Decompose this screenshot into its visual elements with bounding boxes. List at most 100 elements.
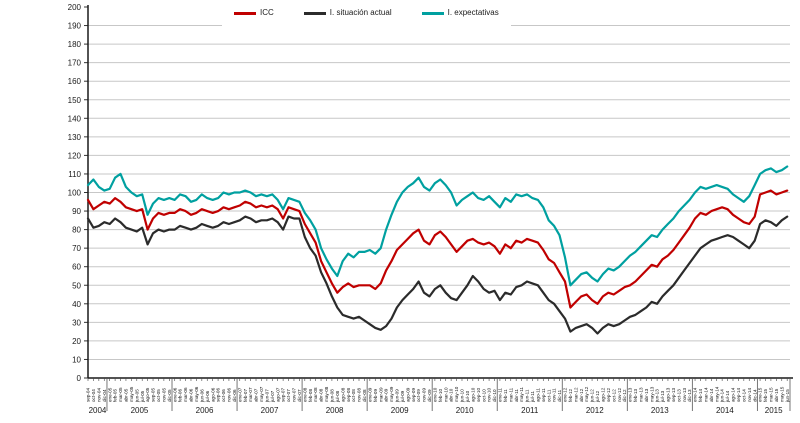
x-month-label: ene-14 (693, 387, 698, 402)
x-month-label: abr-08 (319, 388, 324, 402)
x-month-label: dic-12 (622, 389, 627, 402)
x-month-label: feb-13 (633, 389, 638, 402)
x-month-label: feb-05 (113, 389, 118, 402)
y-tick-label: 60 (72, 263, 81, 272)
year-label: 2011 (521, 406, 539, 415)
x-month-label: jun-08 (330, 389, 335, 403)
x-month-label: feb-11 (503, 389, 508, 402)
x-month-label: dic-10 (492, 389, 497, 402)
x-month-label: may-15 (779, 386, 784, 402)
x-month-label: jul-10 (465, 390, 470, 403)
x-month-label: jun-13 (655, 389, 660, 403)
x-month-label: ago-05 (145, 387, 150, 402)
y-tick-label: 110 (68, 170, 81, 179)
x-month-label: feb-08 (308, 389, 313, 402)
x-month-label: nov-10 (487, 388, 492, 402)
x-month-label: mar-08 (313, 387, 318, 402)
x-month-label: oct-05 (156, 389, 161, 402)
x-month-label: ago-08 (340, 387, 345, 402)
x-month-label: sep-06 (216, 388, 221, 402)
x-month-label: ene-07 (237, 387, 242, 402)
x-month-label: oct-13 (676, 389, 681, 402)
year-label: 2015 (765, 406, 783, 415)
series-line-situacion-actual (86, 215, 789, 335)
x-month-label: sep-04 (86, 388, 91, 402)
x-month-label: mar-10 (443, 387, 448, 402)
year-label: 2004 (89, 406, 107, 415)
x-month-label: ago-09 (405, 387, 410, 402)
x-month-label: nov-14 (747, 388, 752, 402)
legend-item-icc: ICC (234, 8, 274, 18)
y-tick-label: 130 (68, 133, 82, 142)
x-month-label: oct-04 (91, 389, 96, 402)
x-month-label: ago-11 (535, 388, 540, 402)
x-month-label: mar-05 (118, 387, 123, 402)
y-tick-label: 160 (68, 77, 82, 86)
x-month-label: jul-08 (335, 390, 340, 403)
y-tick-label: 100 (68, 189, 82, 198)
x-month-label: feb-14 (698, 389, 703, 402)
y-tick-label: 50 (72, 281, 81, 290)
x-month-label: oct-09 (416, 389, 421, 402)
x-month-label: nov-11 (552, 388, 557, 402)
x-month-label: jul-11 (530, 391, 535, 403)
x-month-label: ene-13 (628, 387, 633, 402)
x-month-label: sep-09 (411, 388, 416, 402)
x-month-label: abr-07 (254, 388, 259, 402)
x-month-label: may-05 (129, 386, 134, 402)
x-month-label: nov-04 (96, 388, 101, 402)
x-month-label: jun-05 (134, 389, 139, 403)
series-line-icc (86, 189, 789, 309)
y-tick-label: 30 (72, 318, 81, 327)
line-swatch-icc (234, 11, 256, 15)
x-month-label: mar-07 (248, 387, 253, 402)
x-month-label: may-12 (584, 386, 589, 402)
x-month-label: jul-06 (205, 390, 210, 403)
x-month-label: may-08 (324, 386, 329, 402)
y-tick-label: 140 (68, 114, 82, 123)
y-tick-label: 20 (72, 337, 81, 346)
x-month-label: may-10 (454, 386, 459, 402)
legend-label-icc: ICC (260, 8, 274, 17)
x-month-label: oct-08 (351, 389, 356, 402)
y-tick-label: 10 (72, 355, 81, 364)
x-month-label: feb-12 (568, 389, 573, 402)
x-month-label: dic-04 (102, 389, 107, 402)
x-month-label: jun-14 (720, 389, 725, 403)
x-month-label: ago-12 (601, 387, 606, 402)
x-month-label: jun-12 (590, 389, 595, 403)
x-month-label: sep-10 (476, 388, 481, 402)
x-month-label: nov-07 (292, 388, 297, 402)
x-month-label: nov-09 (422, 388, 427, 402)
y-tick-label: 200 (68, 3, 82, 12)
x-month-label: nov-06 (227, 388, 232, 402)
x-month-label: feb-07 (243, 389, 248, 402)
x-month-label: dic-09 (427, 389, 432, 402)
year-label: 2006 (196, 406, 214, 415)
x-month-label: abr-10 (449, 388, 454, 402)
x-month-label: sep-14 (736, 388, 741, 402)
x-month-label: ago-14 (731, 387, 736, 402)
x-month-label: nov-08 (357, 388, 362, 402)
x-month-label: may-07 (259, 386, 264, 402)
legend-item-situacion-actual: I. situación actual (303, 8, 392, 18)
y-tick-label: 170 (68, 59, 82, 68)
x-month-label: abr-05 (124, 388, 129, 402)
x-month-label: abr-15 (774, 388, 779, 402)
x-month-label: may-14 (714, 386, 719, 402)
x-month-label: dic-11 (557, 389, 562, 402)
x-month-label: feb-15 (763, 389, 768, 402)
y-tick-label: 120 (68, 151, 82, 160)
y-tick-label: 70 (72, 244, 81, 253)
x-month-label: feb-09 (373, 389, 378, 402)
x-month-label: jun-15 (785, 389, 790, 403)
x-month-label: jul-12 (595, 390, 600, 403)
x-month-label: ago-07 (275, 387, 280, 402)
y-tick-label: 190 (68, 22, 82, 31)
x-month-label: feb-06 (178, 389, 183, 402)
x-month-label: jul-07 (270, 390, 275, 403)
x-month-label: oct-12 (611, 389, 616, 402)
x-month-label: nov-12 (617, 388, 622, 402)
x-month-label: abr-06 (189, 388, 194, 402)
